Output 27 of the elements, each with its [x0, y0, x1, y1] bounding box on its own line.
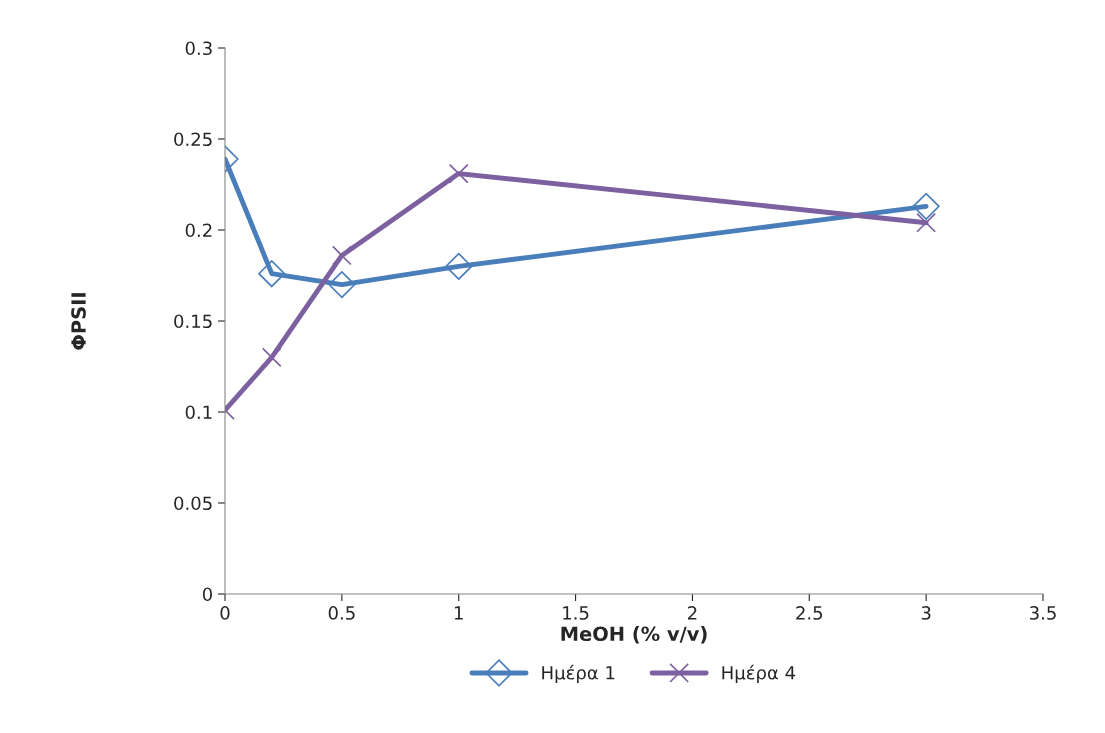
- point: [261, 347, 282, 368]
- point: [258, 260, 286, 288]
- y-tick-label: 0.25: [174, 132, 212, 147]
- x-axis-title: MeOH (% v/v): [561, 626, 707, 644]
- y-tick-label: 0.2: [185, 223, 212, 238]
- y-tick-label: 0.3: [185, 41, 212, 56]
- point: [448, 163, 469, 184]
- x-tick-label: 3.5: [1030, 606, 1056, 620]
- x-tick-label: 3: [921, 606, 931, 620]
- x-tick-label: 1.5: [563, 606, 589, 620]
- y-tick-label: 0: [202, 587, 212, 602]
- x-tick-label: 0.5: [328, 606, 355, 620]
- y-tick-label: 0.15: [174, 314, 212, 329]
- point: [912, 192, 940, 220]
- y-tick-label: 0.05: [174, 496, 212, 511]
- point: [445, 252, 473, 281]
- point: [331, 245, 352, 266]
- x-tick-label: 1: [454, 606, 463, 620]
- legend-label: Ημέρα 1: [542, 664, 615, 684]
- point: [328, 270, 356, 299]
- y-tick-label: 0.1: [185, 405, 212, 420]
- point: [916, 212, 937, 233]
- x-tick-label: 0: [220, 606, 230, 620]
- x-tick-label: 2.5: [796, 606, 823, 620]
- x-tick-label: 2: [688, 606, 697, 620]
- legend-label: Ημέρα 4: [722, 664, 796, 684]
- y-axis-title: ΦPSII: [71, 293, 86, 350]
